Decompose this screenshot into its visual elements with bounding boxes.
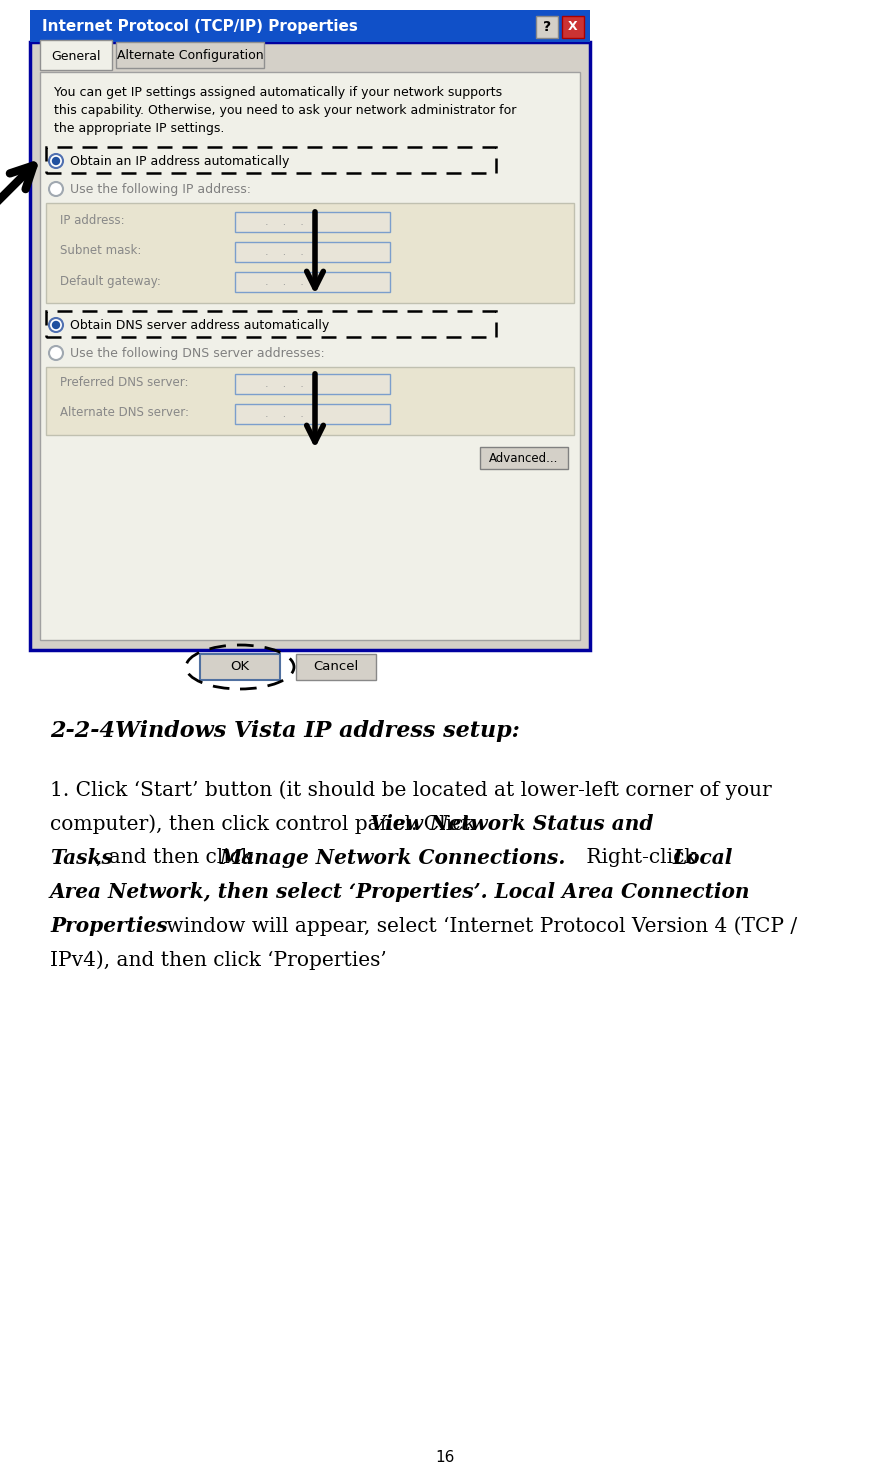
FancyBboxPatch shape — [480, 446, 568, 469]
Text: Manage Network Connections.: Manage Network Connections. — [220, 848, 567, 868]
Circle shape — [53, 158, 60, 164]
Text: 2-2-4Windows Vista IP address setup:: 2-2-4Windows Vista IP address setup: — [50, 720, 519, 742]
Text: computer), then click control panel. Click: computer), then click control panel. Cli… — [50, 814, 482, 834]
Text: Use the following IP address:: Use the following IP address: — [70, 182, 251, 195]
Circle shape — [49, 154, 63, 168]
Text: Tasks: Tasks — [50, 848, 113, 868]
FancyBboxPatch shape — [235, 403, 390, 424]
Text: Area Network, then select ‘Properties’. Local Area Connection: Area Network, then select ‘Properties’. … — [50, 882, 750, 902]
Text: OK: OK — [231, 661, 249, 674]
Text: .    .    .: . . . — [265, 409, 304, 418]
Text: ?: ? — [543, 21, 551, 34]
Text: .    .    .: . . . — [265, 378, 304, 389]
FancyBboxPatch shape — [562, 16, 584, 38]
Text: Internet Protocol (TCP/IP) Properties: Internet Protocol (TCP/IP) Properties — [42, 19, 358, 34]
Circle shape — [49, 318, 63, 333]
Circle shape — [53, 322, 60, 328]
Text: Local: Local — [672, 848, 732, 868]
Circle shape — [49, 346, 63, 361]
Circle shape — [49, 182, 63, 197]
Text: View Network Status and: View Network Status and — [370, 814, 653, 834]
FancyBboxPatch shape — [40, 72, 580, 640]
FancyBboxPatch shape — [46, 202, 574, 303]
FancyBboxPatch shape — [235, 272, 390, 293]
Text: .    .    .: . . . — [265, 276, 304, 287]
Text: .    .    .: . . . — [265, 247, 304, 257]
FancyBboxPatch shape — [30, 10, 590, 41]
Text: General: General — [52, 50, 101, 64]
Text: Alternate DNS server:: Alternate DNS server: — [60, 406, 189, 420]
Text: Right-click: Right-click — [580, 848, 703, 868]
Text: 16: 16 — [436, 1450, 454, 1466]
Text: Use the following DNS server addresses:: Use the following DNS server addresses: — [70, 346, 324, 359]
FancyBboxPatch shape — [116, 41, 264, 68]
Text: X: X — [568, 21, 577, 34]
Text: Advanced...: Advanced... — [489, 451, 559, 464]
Text: Properties: Properties — [50, 916, 168, 936]
Text: IPv4), and then click ‘Properties’: IPv4), and then click ‘Properties’ — [50, 950, 387, 970]
Text: Obtain DNS server address automatically: Obtain DNS server address automatically — [70, 318, 330, 331]
Text: window will appear, select ‘Internet Protocol Version 4 (TCP /: window will appear, select ‘Internet Pro… — [160, 916, 797, 936]
Text: Alternate Configuration: Alternate Configuration — [117, 49, 264, 62]
Text: Preferred DNS server:: Preferred DNS server: — [60, 377, 189, 390]
FancyBboxPatch shape — [200, 653, 280, 680]
Text: Obtain an IP address automatically: Obtain an IP address automatically — [70, 155, 290, 167]
Text: IP address:: IP address: — [60, 214, 125, 228]
Text: Default gateway:: Default gateway: — [60, 275, 161, 288]
FancyBboxPatch shape — [235, 242, 390, 262]
Text: Cancel: Cancel — [314, 661, 358, 674]
Text: 1. Click ‘Start’ button (it should be located at lower-left corner of your: 1. Click ‘Start’ button (it should be lo… — [50, 780, 772, 800]
FancyBboxPatch shape — [536, 16, 558, 38]
FancyBboxPatch shape — [296, 653, 376, 680]
Text: .    .    .: . . . — [265, 217, 304, 228]
FancyBboxPatch shape — [30, 41, 590, 650]
Text: , and then click: , and then click — [96, 848, 259, 868]
FancyBboxPatch shape — [235, 374, 390, 395]
FancyBboxPatch shape — [40, 40, 112, 69]
FancyBboxPatch shape — [235, 211, 390, 232]
Text: You can get IP settings assigned automatically if your network supports
this cap: You can get IP settings assigned automat… — [54, 86, 517, 134]
Text: Subnet mask:: Subnet mask: — [60, 244, 142, 257]
FancyBboxPatch shape — [46, 367, 574, 435]
